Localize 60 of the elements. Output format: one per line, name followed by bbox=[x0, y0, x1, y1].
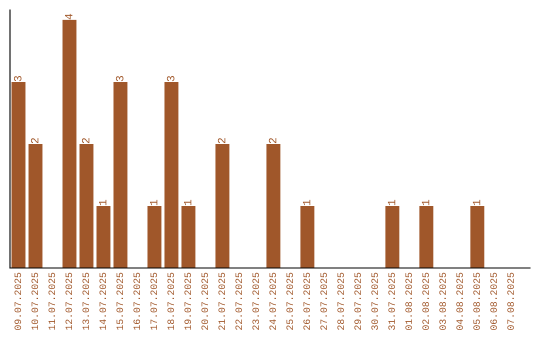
bar bbox=[470, 206, 484, 268]
x-tick-label: 05.08.2025 bbox=[473, 272, 480, 330]
x-tick-label: 18.07.2025 bbox=[167, 272, 174, 330]
data-label: 1 bbox=[150, 200, 158, 206]
bar bbox=[80, 144, 94, 268]
x-tick-label: 26.07.2025 bbox=[303, 272, 310, 330]
x-tick-label: 13.07.2025 bbox=[82, 272, 90, 330]
x-tick-label: 06.08.2025 bbox=[490, 272, 497, 330]
bar bbox=[385, 206, 400, 268]
data-label: 1 bbox=[302, 200, 310, 206]
data-label: 3 bbox=[166, 76, 174, 82]
bar bbox=[28, 144, 42, 268]
x-tick-label: 17.07.2025 bbox=[150, 272, 158, 330]
data-label: 2 bbox=[30, 138, 38, 144]
bar bbox=[300, 206, 314, 268]
x-tick-label: 03.08.2025 bbox=[439, 272, 446, 330]
bar bbox=[181, 206, 196, 268]
bar bbox=[113, 82, 128, 268]
x-tick-label: 02.08.2025 bbox=[422, 272, 429, 330]
data-label: 1 bbox=[422, 200, 430, 206]
data-label: 2 bbox=[268, 138, 276, 144]
x-tick-label: 23.07.2025 bbox=[252, 272, 260, 330]
x-tick-label: 22.07.2025 bbox=[235, 272, 242, 330]
x-tick-label: 12.07.2025 bbox=[65, 272, 72, 330]
data-label: 3 bbox=[116, 76, 124, 82]
data-label: 1 bbox=[472, 200, 480, 206]
x-tick-label: 19.07.2025 bbox=[184, 272, 192, 330]
bar bbox=[266, 144, 280, 268]
x-tick-label: 21.07.2025 bbox=[218, 272, 226, 330]
x-tick-label: 20.07.2025 bbox=[201, 272, 208, 330]
x-tick-label: 24.07.2025 bbox=[269, 272, 276, 330]
data-label: 1 bbox=[388, 200, 396, 206]
x-tick-label: 11.07.2025 bbox=[48, 272, 56, 330]
data-label: 1 bbox=[99, 200, 106, 206]
bar bbox=[62, 20, 76, 268]
data-label: 1 bbox=[184, 200, 192, 206]
x-tick-label: 04.08.2025 bbox=[456, 272, 463, 330]
x-tick-label: 25.07.2025 bbox=[286, 272, 293, 330]
x-tick-label: 30.07.2025 bbox=[371, 272, 378, 330]
bar bbox=[12, 82, 26, 268]
data-label: 2 bbox=[82, 138, 90, 144]
data-label: 4 bbox=[65, 14, 72, 20]
x-tick-label: 29.07.2025 bbox=[354, 272, 361, 330]
data-label: 3 bbox=[14, 76, 22, 82]
bar bbox=[419, 206, 434, 268]
data-label: 2 bbox=[218, 138, 226, 144]
x-tick-label: 14.07.2025 bbox=[99, 272, 106, 330]
x-tick-label: 28.07.2025 bbox=[337, 272, 344, 330]
bar bbox=[164, 82, 178, 268]
bar bbox=[96, 206, 110, 268]
x-tick-label: 01.08.2025 bbox=[405, 272, 412, 330]
x-tick-label: 31.07.2025 bbox=[388, 272, 395, 330]
x-tick-label: 27.07.2025 bbox=[320, 272, 327, 330]
x-tick-label: 10.07.2025 bbox=[32, 272, 38, 330]
x-tick-label: 07.08.2025 bbox=[507, 272, 514, 330]
bar bbox=[147, 206, 162, 268]
bar bbox=[215, 144, 230, 268]
x-tick-label: 15.07.2025 bbox=[116, 272, 124, 330]
x-tick-label: 09.07.2025 bbox=[14, 272, 22, 330]
x-tick-label: 16.07.2025 bbox=[133, 272, 140, 330]
